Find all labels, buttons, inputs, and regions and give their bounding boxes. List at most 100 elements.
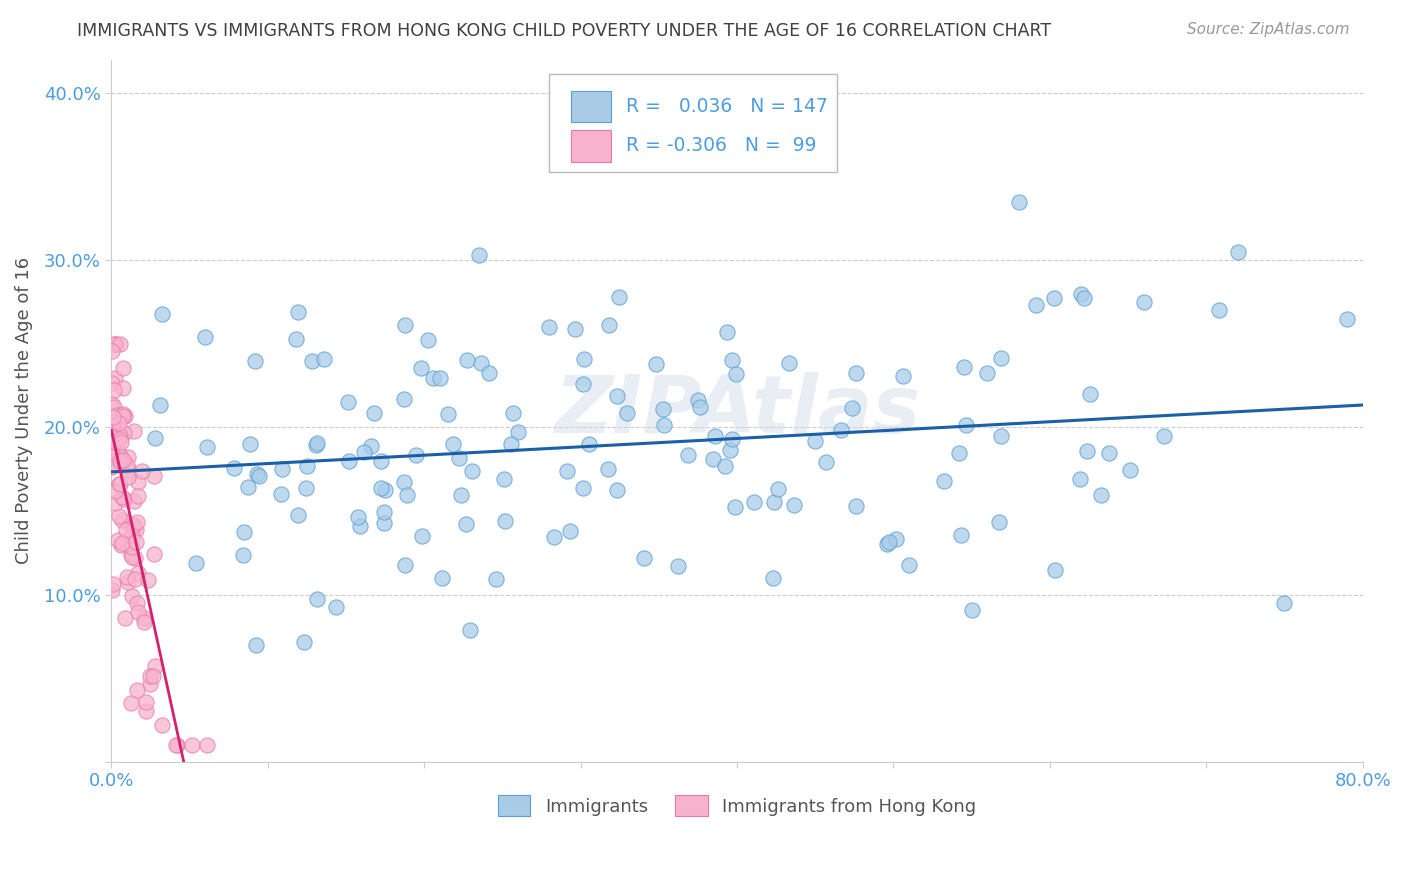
Point <box>232 549 254 563</box>
Bar <box>571 91 610 122</box>
Point <box>224 461 246 475</box>
Point <box>108 454 131 468</box>
Point <box>783 498 806 512</box>
Point <box>122 424 145 438</box>
Point <box>135 704 157 718</box>
Point <box>644 357 666 371</box>
Point <box>1208 302 1230 317</box>
Point <box>598 318 620 332</box>
Point <box>101 414 124 428</box>
Point <box>337 395 360 409</box>
Point <box>373 505 395 519</box>
Point <box>108 509 131 524</box>
Point <box>607 290 630 304</box>
Point <box>558 524 581 538</box>
Bar <box>571 130 610 161</box>
Point <box>101 409 124 424</box>
Point <box>111 452 134 467</box>
Point <box>195 441 218 455</box>
Point <box>118 463 141 477</box>
Point <box>456 353 478 368</box>
Point <box>139 677 162 691</box>
Point <box>103 457 125 471</box>
Point <box>804 434 827 448</box>
Point <box>702 451 724 466</box>
Point <box>688 392 710 407</box>
Point <box>120 548 142 562</box>
Point <box>108 416 131 430</box>
Point <box>418 333 440 347</box>
Point <box>1076 444 1098 458</box>
Point <box>830 424 852 438</box>
Point <box>110 429 132 443</box>
Point <box>405 448 427 462</box>
Point <box>117 574 139 589</box>
Y-axis label: Child Poverty Under the Age of 16: Child Poverty Under the Age of 16 <box>15 257 32 565</box>
Point <box>110 539 132 553</box>
Point <box>564 322 586 336</box>
Point <box>125 515 148 529</box>
Point <box>353 444 375 458</box>
Point <box>101 446 124 460</box>
Point <box>108 454 131 468</box>
Point <box>468 248 491 262</box>
Point <box>110 454 132 468</box>
Point <box>127 489 149 503</box>
Point <box>108 432 131 446</box>
Point <box>571 481 593 495</box>
Point <box>152 307 174 321</box>
Point <box>103 577 125 591</box>
Point <box>165 738 187 752</box>
Point <box>884 533 907 547</box>
Point <box>502 406 524 420</box>
Point <box>122 494 145 508</box>
Point <box>103 336 125 351</box>
Point <box>988 515 1011 529</box>
Point <box>114 523 136 537</box>
Point <box>447 450 470 465</box>
Point <box>103 418 125 433</box>
Point <box>370 454 392 468</box>
Point <box>111 361 134 376</box>
Point <box>121 589 143 603</box>
Point <box>150 718 173 732</box>
Point <box>127 475 149 489</box>
Text: R = -0.306   N =  99: R = -0.306 N = 99 <box>626 136 815 155</box>
Point <box>236 480 259 494</box>
Point <box>121 541 143 555</box>
Point <box>845 500 868 514</box>
Point <box>108 477 131 491</box>
Point <box>1007 194 1029 209</box>
Point <box>118 518 141 533</box>
Point <box>990 429 1012 443</box>
Point <box>243 354 266 368</box>
Point <box>143 431 166 445</box>
Point <box>131 463 153 477</box>
Point <box>349 518 371 533</box>
Point <box>430 571 453 585</box>
Text: IMMIGRANTS VS IMMIGRANTS FROM HONG KONG CHILD POVERTY UNDER THE AGE OF 16 CORREL: IMMIGRANTS VS IMMIGRANTS FROM HONG KONG … <box>77 22 1052 40</box>
Point <box>101 397 124 411</box>
Point <box>105 408 128 422</box>
Text: Source: ZipAtlas.com: Source: ZipAtlas.com <box>1187 22 1350 37</box>
Point <box>373 516 395 530</box>
Point <box>422 371 444 385</box>
Point <box>337 454 360 468</box>
Point <box>891 368 914 383</box>
Point <box>111 536 134 550</box>
Point <box>115 458 138 472</box>
Point <box>142 669 165 683</box>
Point <box>305 438 328 452</box>
Point <box>271 462 294 476</box>
Point <box>111 490 134 504</box>
Point <box>101 417 124 432</box>
Point <box>392 475 415 489</box>
Point <box>104 496 127 510</box>
Point <box>307 592 329 607</box>
Point <box>114 611 136 625</box>
Point <box>574 352 596 367</box>
Point <box>716 325 738 339</box>
Text: R =   0.036   N = 147: R = 0.036 N = 147 <box>626 97 828 116</box>
Point <box>394 318 416 333</box>
Point <box>101 430 124 444</box>
